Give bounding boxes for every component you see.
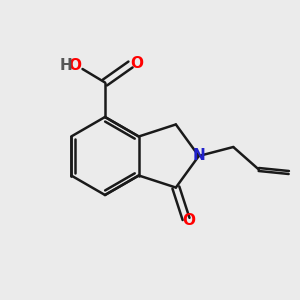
Text: O: O bbox=[182, 213, 195, 228]
Text: O: O bbox=[68, 58, 82, 74]
Text: O: O bbox=[130, 56, 143, 70]
Text: H: H bbox=[60, 58, 72, 74]
Text: N: N bbox=[193, 148, 206, 164]
